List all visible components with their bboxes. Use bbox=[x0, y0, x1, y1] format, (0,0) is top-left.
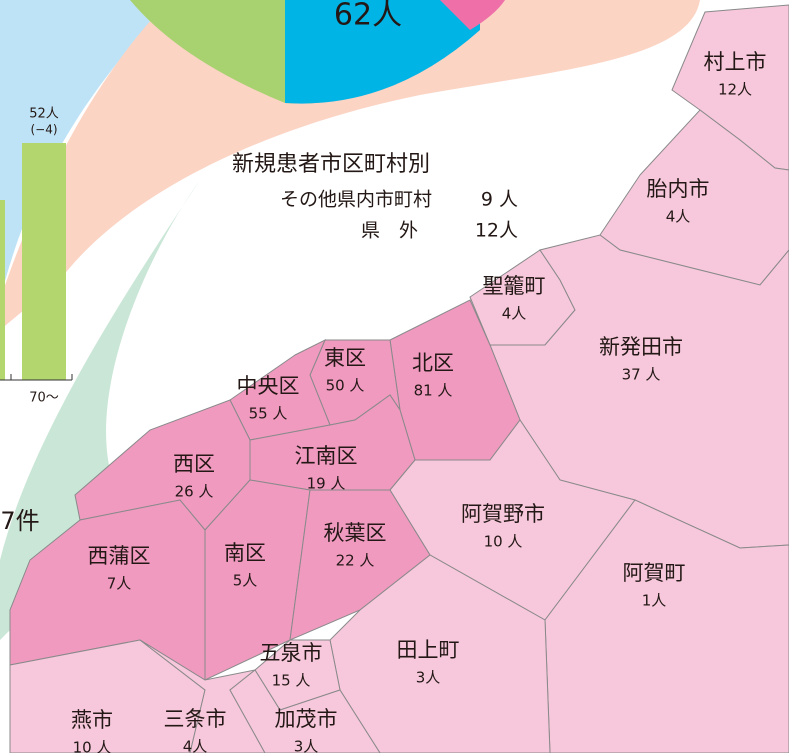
region-name: 聖籠町 bbox=[483, 274, 546, 298]
bar-axis-label: 70～ bbox=[29, 391, 59, 406]
region-count: 12人 bbox=[718, 81, 752, 99]
region-name: 胎内市 bbox=[647, 177, 710, 201]
region-name: 阿賀野市 bbox=[461, 502, 545, 526]
region-count: 50 人 bbox=[326, 377, 365, 395]
region bbox=[229, 669, 381, 753]
summary-row-count: 9 人 bbox=[481, 189, 518, 211]
summary-row-name: その他県内市町村 bbox=[280, 189, 432, 211]
region-count: 26 人 bbox=[175, 483, 214, 501]
summary-title: 新規患者市区町村別 bbox=[232, 152, 430, 177]
region-count: 15 人 bbox=[272, 672, 311, 690]
region-name: 加茂市 bbox=[275, 707, 338, 731]
region-name: 江南区 bbox=[295, 444, 358, 468]
region-count: 81 人 bbox=[414, 382, 453, 400]
region-count: 3人 bbox=[416, 669, 441, 687]
region-name: 北区 bbox=[412, 351, 454, 375]
band-green bbox=[0, 180, 200, 640]
pie-cyan bbox=[285, 0, 480, 104]
region-count: 1人 bbox=[642, 592, 667, 610]
region-count: 10 人 bbox=[484, 533, 523, 551]
region-count: 10 人 bbox=[73, 739, 112, 753]
region-name: 五泉市 bbox=[260, 641, 323, 665]
region-count: 22 人 bbox=[336, 552, 375, 570]
region-name: 田上町 bbox=[397, 638, 460, 662]
bar-change: (−4) bbox=[30, 123, 57, 137]
region-count: 5人 bbox=[233, 572, 258, 590]
region-name: 西蒲区 bbox=[88, 544, 151, 568]
region-count: 37 人 bbox=[622, 366, 661, 384]
region-name: 村上市 bbox=[704, 50, 767, 74]
region-count: 4人 bbox=[502, 305, 527, 323]
band-blue bbox=[0, 0, 170, 300]
bar bbox=[22, 143, 66, 380]
summary-row-count: 12人 bbox=[475, 220, 518, 242]
region-name: 南区 bbox=[224, 541, 266, 565]
region-name: 西区 bbox=[173, 452, 215, 476]
bar bbox=[0, 200, 5, 380]
pie-label: 62人 bbox=[334, 0, 402, 33]
region-name: 東区 bbox=[324, 346, 366, 370]
pie-pink bbox=[440, 0, 505, 30]
bar-value: 52人 bbox=[29, 107, 59, 122]
region-name: 秋葉区 bbox=[324, 521, 387, 545]
summary-row-name: 県 外 bbox=[361, 220, 418, 242]
region-count: 55 人 bbox=[249, 405, 288, 423]
region-count: 19 人 bbox=[307, 475, 346, 493]
region-name: 中央区 bbox=[237, 374, 300, 398]
region-name: 燕市 bbox=[71, 708, 113, 732]
band-peach bbox=[0, 0, 700, 330]
side-label: 7件 bbox=[0, 507, 39, 535]
region-name: 三条市 bbox=[164, 707, 227, 731]
region-count: 4人 bbox=[666, 208, 691, 226]
region-name: 阿賀町 bbox=[623, 561, 686, 585]
region-count: 7人 bbox=[107, 575, 132, 593]
region-count: 3人 bbox=[294, 738, 319, 753]
region-name: 新発田市 bbox=[599, 335, 683, 359]
region-count: 4人 bbox=[183, 738, 208, 753]
